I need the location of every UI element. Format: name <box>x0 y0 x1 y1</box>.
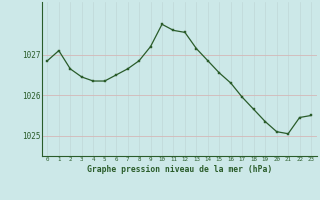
X-axis label: Graphe pression niveau de la mer (hPa): Graphe pression niveau de la mer (hPa) <box>87 165 272 174</box>
